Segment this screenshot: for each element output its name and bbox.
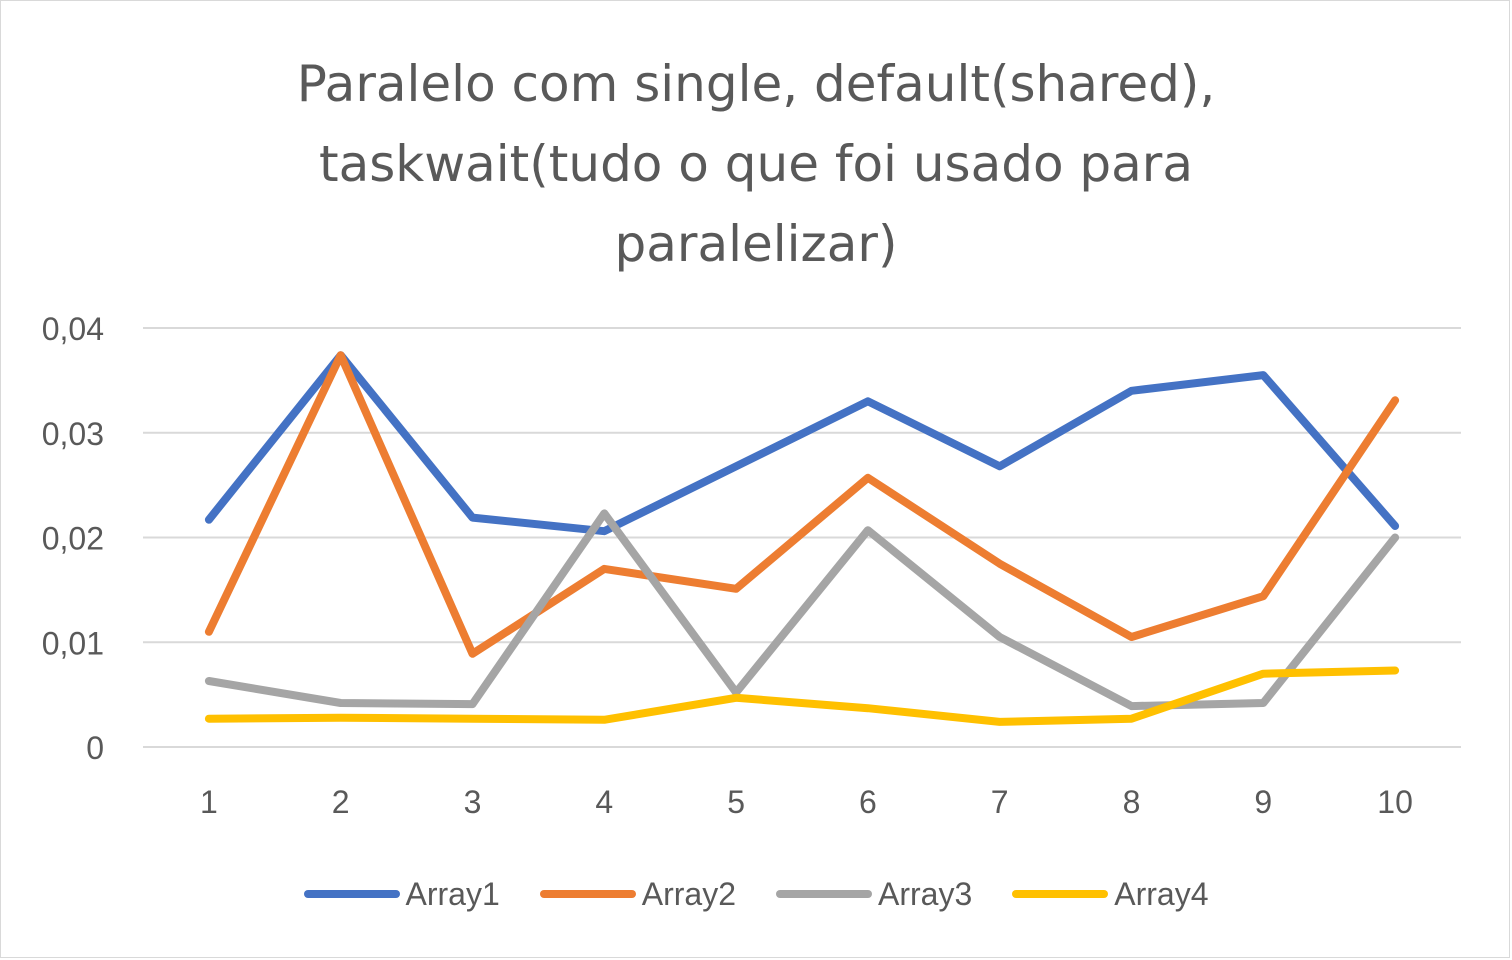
- x-tick-label: 2: [332, 784, 350, 820]
- chart-title-line-3: paralelizar): [614, 215, 898, 273]
- x-tick-label: 1: [200, 784, 218, 820]
- y-tick-label: 0,03: [42, 416, 104, 452]
- series-line-array1: [204, 351, 1400, 536]
- legend-label: Array2: [641, 875, 736, 912]
- x-axis-ticks: 1 2 3 4 5 6 7 8 9 10: [200, 784, 1413, 820]
- series-line-array2: [204, 351, 1400, 658]
- legend-swatch: [1012, 890, 1109, 898]
- legend-item-array1: Array1: [303, 875, 500, 913]
- x-tick-label: 7: [991, 784, 1009, 820]
- x-tick-label: 3: [464, 784, 482, 820]
- y-tick-label: 0,01: [42, 625, 104, 661]
- legend-label: Array4: [1114, 875, 1209, 912]
- legend-swatch: [303, 890, 400, 898]
- chart-title-line-1: Paralelo com single, default(shared),: [296, 55, 1216, 113]
- x-tick-label: 4: [595, 784, 613, 820]
- legend: Array1 Array2 Array3 Array4: [0, 866, 1512, 922]
- y-tick-label: 0,04: [42, 311, 104, 347]
- y-tick-label: 0: [86, 730, 104, 766]
- legend-swatch: [776, 890, 872, 898]
- chart-title: Paralelo com single, default(shared), ta…: [0, 44, 1512, 284]
- legend-swatch: [539, 890, 636, 898]
- x-tick-label: 6: [859, 784, 877, 820]
- legend-item-array3: Array3: [776, 876, 972, 913]
- legend-item-array2: Array2: [539, 875, 736, 913]
- legend-label: Array3: [878, 875, 973, 912]
- legend-item-array4: Array4: [1012, 875, 1209, 913]
- series-lines: [204, 351, 1400, 726]
- chart-title-line-2: taskwait(tudo o que foi usado para: [318, 135, 1194, 193]
- x-tick-label: 9: [1254, 784, 1272, 820]
- y-tick-label: 0,02: [42, 521, 104, 557]
- series-line-array3: [204, 509, 1400, 711]
- x-tick-label: 5: [727, 784, 745, 820]
- series-line-array4: [204, 666, 1400, 726]
- y-axis-ticks: 0 0,01 0,02 0,03 0,04: [42, 311, 104, 766]
- x-tick-label: 10: [1377, 784, 1413, 820]
- gridlines: [143, 327, 1461, 748]
- x-tick-label: 8: [1123, 784, 1141, 820]
- legend-label: Array1: [405, 875, 500, 912]
